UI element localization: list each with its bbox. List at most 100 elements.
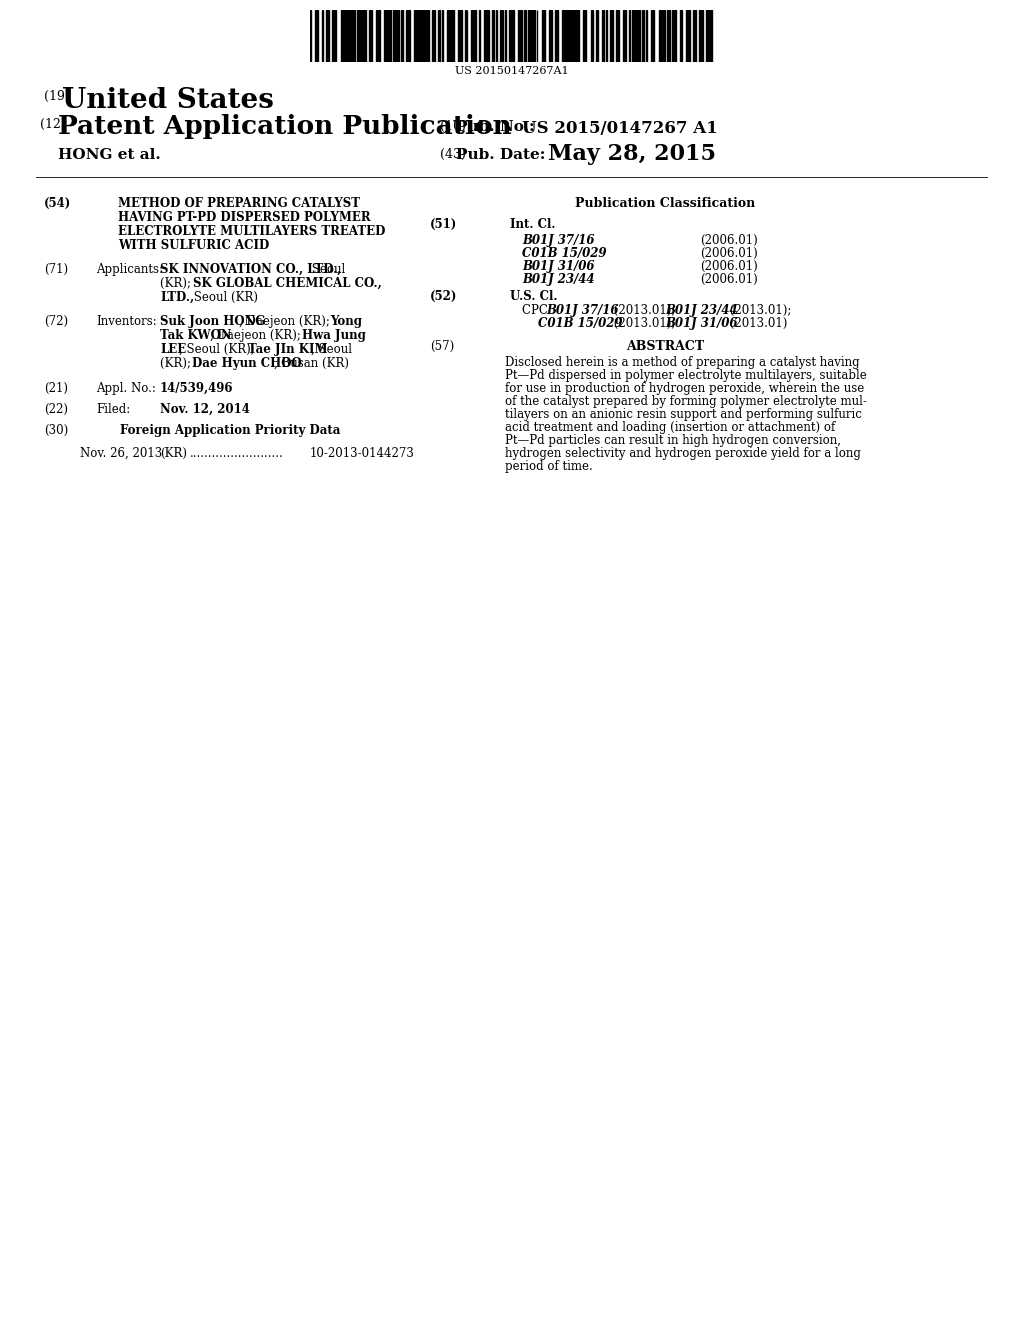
Text: (19): (19): [44, 90, 70, 103]
Text: SK INNOVATION CO., LTD.,: SK INNOVATION CO., LTD.,: [160, 263, 341, 276]
Bar: [606, 11, 607, 62]
Text: (12): (12): [40, 117, 66, 131]
Bar: [584, 11, 586, 62]
Text: , Busan (KR): , Busan (KR): [274, 356, 349, 370]
Text: (2006.01): (2006.01): [700, 273, 758, 286]
Bar: [517, 11, 521, 62]
Text: Foreign Application Priority Data: Foreign Application Priority Data: [120, 424, 340, 437]
Text: US 2015/0147267 A1: US 2015/0147267 A1: [522, 120, 718, 137]
Bar: [650, 11, 654, 62]
Text: B01J 37/16: B01J 37/16: [546, 304, 618, 317]
Bar: [346, 11, 350, 62]
Text: ABSTRACT: ABSTRACT: [626, 341, 705, 352]
Text: (2006.01): (2006.01): [700, 247, 758, 260]
Bar: [610, 11, 612, 62]
Text: ELECTROLYTE MULTILAYERS TREATED: ELECTROLYTE MULTILAYERS TREATED: [118, 224, 385, 238]
Bar: [500, 11, 503, 62]
Bar: [484, 11, 489, 62]
Text: C01B 15/029: C01B 15/029: [538, 317, 623, 330]
Text: B01J 23/44: B01J 23/44: [665, 304, 737, 317]
Text: Pub. Date:: Pub. Date:: [456, 148, 546, 162]
Bar: [636, 11, 640, 62]
Bar: [523, 11, 525, 62]
Bar: [658, 11, 663, 62]
Bar: [602, 11, 604, 62]
Bar: [596, 11, 598, 62]
Bar: [389, 11, 391, 62]
Text: United States: United States: [62, 87, 273, 114]
Bar: [327, 11, 329, 62]
Text: of the catalyst prepared by forming polymer electrolyte mul-: of the catalyst prepared by forming poly…: [505, 395, 867, 408]
Bar: [377, 11, 380, 62]
Text: Tae JIn KIM: Tae JIn KIM: [248, 343, 328, 356]
Text: Inventors:: Inventors:: [96, 315, 157, 327]
Text: (72): (72): [44, 315, 69, 327]
Text: U.S. Cl.: U.S. Cl.: [510, 290, 557, 304]
Text: Seoul: Seoul: [308, 263, 345, 276]
Bar: [562, 11, 567, 62]
Bar: [451, 11, 455, 62]
Text: LTD.,: LTD.,: [160, 290, 195, 304]
Text: (KR);: (KR);: [160, 356, 195, 370]
Bar: [667, 11, 670, 62]
Text: , Daejeon (KR);: , Daejeon (KR);: [210, 329, 304, 342]
Bar: [438, 11, 440, 62]
Bar: [369, 11, 373, 62]
Text: (10): (10): [440, 120, 466, 133]
Text: LEE: LEE: [160, 343, 186, 356]
Text: Applicants:: Applicants:: [96, 263, 163, 276]
Bar: [395, 11, 399, 62]
Bar: [406, 11, 408, 62]
Bar: [680, 11, 682, 62]
Bar: [555, 11, 558, 62]
Text: tilayers on an anionic resin support and performing sulfuric: tilayers on an anionic resin support and…: [505, 408, 862, 421]
Text: acid treatment and loading (insertion or attachment) of: acid treatment and loading (insertion or…: [505, 421, 836, 434]
Bar: [686, 11, 690, 62]
Text: (52): (52): [430, 290, 458, 304]
Text: (2006.01): (2006.01): [700, 260, 758, 273]
Text: SK GLOBAL CHEMICAL CO.,: SK GLOBAL CHEMICAL CO.,: [193, 277, 382, 290]
Bar: [458, 11, 462, 62]
Text: CPC: CPC: [522, 304, 555, 317]
Text: METHOD OF PREPARING CATALYST: METHOD OF PREPARING CATALYST: [118, 197, 360, 210]
Text: Hwa Jung: Hwa Jung: [302, 329, 366, 342]
Text: (2013.01);: (2013.01);: [610, 317, 679, 330]
Bar: [509, 11, 513, 62]
Bar: [314, 11, 318, 62]
Text: 10-2013-0144273: 10-2013-0144273: [310, 447, 415, 459]
Text: Disclosed herein is a method of preparing a catalyst having: Disclosed herein is a method of preparin…: [505, 356, 859, 370]
Bar: [350, 11, 355, 62]
Bar: [465, 11, 466, 62]
Bar: [569, 11, 573, 62]
Text: (2013.01): (2013.01): [726, 317, 787, 330]
Text: (54): (54): [44, 197, 72, 210]
Text: (51): (51): [430, 218, 458, 231]
Bar: [663, 11, 665, 62]
Text: Pt—Pd particles can result in high hydrogen conversion,: Pt—Pd particles can result in high hydro…: [505, 434, 841, 447]
Text: US 20150147267A1: US 20150147267A1: [456, 66, 568, 77]
Bar: [711, 11, 712, 62]
Bar: [341, 11, 345, 62]
Text: HONG et al.: HONG et al.: [58, 148, 161, 162]
Bar: [706, 11, 710, 62]
Text: B01J 23/44: B01J 23/44: [522, 273, 595, 286]
Text: Nov. 12, 2014: Nov. 12, 2014: [160, 403, 250, 416]
Bar: [549, 11, 552, 62]
Bar: [447, 11, 450, 62]
Bar: [591, 11, 593, 62]
Text: (30): (30): [44, 424, 69, 437]
Text: B01J 31/06: B01J 31/06: [665, 317, 737, 330]
Bar: [623, 11, 626, 62]
Bar: [471, 11, 475, 62]
Bar: [573, 11, 579, 62]
Text: Dae Hyun CHOO: Dae Hyun CHOO: [193, 356, 302, 370]
Bar: [699, 11, 702, 62]
Text: (2013.01);: (2013.01);: [726, 304, 792, 317]
Bar: [393, 11, 394, 62]
Text: (43): (43): [440, 148, 466, 161]
Bar: [432, 11, 435, 62]
Text: .........................: .........................: [190, 447, 284, 459]
Text: (21): (21): [44, 381, 68, 395]
Text: B01J 37/16: B01J 37/16: [522, 234, 595, 247]
Text: (57): (57): [430, 341, 455, 352]
